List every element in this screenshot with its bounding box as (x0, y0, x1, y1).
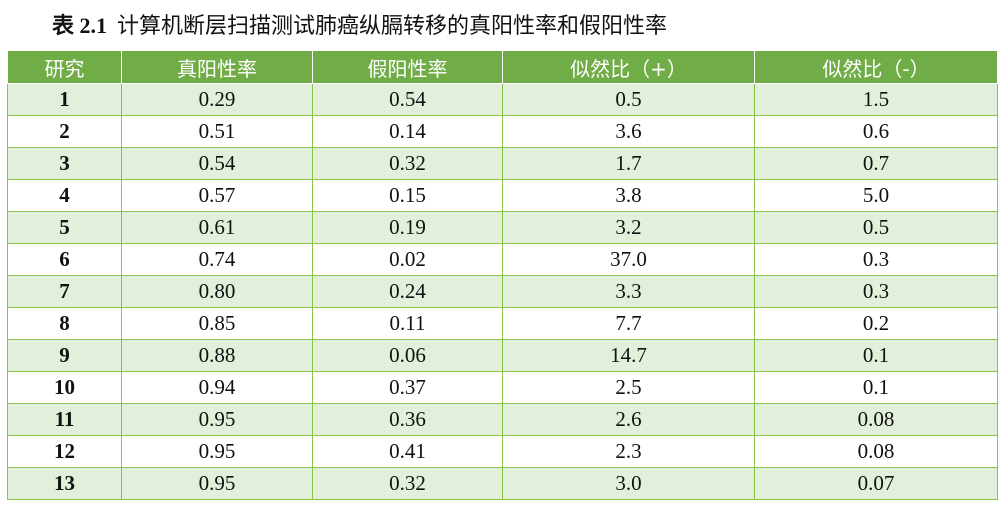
likelihood-ratio-positive-cell: 37.0 (502, 243, 755, 276)
data-table-container: 研究 真阳性率 假阳性率 似然比（+） 似然比（-） 1 0.29 0.54 0.5 1… (7, 50, 998, 500)
study-cell: 10 (7, 371, 122, 404)
table-title: 计算机断层扫描测试肺癌纵膈转移的真阳性率和假阳性率 (117, 14, 668, 39)
likelihood-ratio-positive-cell: 3.3 (502, 275, 755, 308)
likelihood-ratio-positive-cell: 3.6 (502, 115, 755, 148)
false-positive-rate-cell: 0.41 (312, 435, 503, 468)
false-positive-rate-cell: 0.02 (312, 243, 503, 276)
true-positive-rate-cell: 0.95 (121, 435, 313, 468)
true-positive-rate-cell: 0.80 (121, 275, 313, 308)
false-positive-rate-cell: 0.15 (312, 179, 503, 212)
true-positive-rate-cell: 0.74 (121, 243, 313, 276)
likelihood-ratio-negative-cell: 0.3 (754, 243, 998, 276)
true-positive-rate-cell: 0.51 (121, 115, 313, 148)
table-row: 10 0.94 0.37 2.5 0.1 (7, 371, 998, 404)
table-row: 6 0.74 0.02 37.0 0.3 (7, 243, 998, 276)
table-row: 11 0.95 0.36 2.6 0.08 (7, 403, 998, 436)
table-caption: 表 2.1 计算机断层扫描测试肺癌纵膈转移的真阳性率和假阳性率 (52, 8, 667, 40)
likelihood-ratio-positive-cell: 3.8 (502, 179, 755, 212)
true-positive-rate-cell: 0.94 (121, 371, 313, 404)
likelihood-ratio-negative-cell: 0.7 (754, 147, 998, 180)
table-row: 4 0.57 0.15 3.8 5.0 (7, 179, 998, 212)
study-cell: 2 (7, 115, 122, 148)
likelihood-ratio-negative-cell: 0.07 (754, 467, 998, 500)
false-positive-rate-cell: 0.24 (312, 275, 503, 308)
table-row: 1 0.29 0.54 0.5 1.5 (7, 83, 998, 116)
study-cell: 1 (7, 83, 122, 116)
table-row: 7 0.80 0.24 3.3 0.3 (7, 275, 998, 308)
likelihood-ratio-positive-cell: 14.7 (502, 339, 755, 372)
true-positive-rate-cell: 0.61 (121, 211, 313, 244)
false-positive-rate-cell: 0.06 (312, 339, 503, 372)
table-row: 2 0.51 0.14 3.6 0.6 (7, 115, 998, 148)
likelihood-ratio-negative-cell: 0.3 (754, 275, 998, 308)
likelihood-ratio-negative-cell: 0.08 (754, 403, 998, 436)
false-positive-rate-cell: 0.32 (312, 147, 503, 180)
likelihood-ratio-negative-cell: 0.1 (754, 339, 998, 372)
true-positive-rate-cell: 0.88 (121, 339, 313, 372)
study-cell: 9 (7, 339, 122, 372)
likelihood-ratio-positive-cell: 2.5 (502, 371, 755, 404)
likelihood-ratio-negative-cell: 0.2 (754, 307, 998, 340)
likelihood-ratio-positive-cell: 7.7 (502, 307, 755, 340)
false-positive-rate-cell: 0.11 (312, 307, 503, 340)
table-row: 13 0.95 0.32 3.0 0.07 (7, 467, 998, 500)
true-positive-rate-cell: 0.95 (121, 467, 313, 500)
likelihood-ratio-positive-cell: 0.5 (502, 83, 755, 116)
data-table: 研究 真阳性率 假阳性率 似然比（+） 似然比（-） 1 0.29 0.54 0.5 1… (7, 50, 998, 500)
likelihood-ratio-positive-cell: 2.6 (502, 403, 755, 436)
true-positive-rate-cell: 0.57 (121, 179, 313, 212)
false-positive-rate-cell: 0.36 (312, 403, 503, 436)
table-row: 12 0.95 0.41 2.3 0.08 (7, 435, 998, 468)
false-positive-rate-cell: 0.54 (312, 83, 503, 116)
false-positive-rate-cell: 0.37 (312, 371, 503, 404)
study-cell: 3 (7, 147, 122, 180)
study-cell: 5 (7, 211, 122, 244)
study-cell: 11 (7, 403, 122, 436)
table-body: 1 0.29 0.54 0.5 1.5 2 0.51 0.14 3.6 0.6 3 0.54 0.32 1… (7, 83, 998, 500)
column-header-study: 研究 (7, 50, 122, 84)
header-row: 研究 真阳性率 假阳性率 似然比（+） 似然比（-） (7, 50, 998, 84)
likelihood-ratio-negative-cell: 0.08 (754, 435, 998, 468)
table-row: 5 0.61 0.19 3.2 0.5 (7, 211, 998, 244)
study-cell: 12 (7, 435, 122, 468)
false-positive-rate-cell: 0.14 (312, 115, 503, 148)
study-cell: 6 (7, 243, 122, 276)
table-row: 3 0.54 0.32 1.7 0.7 (7, 147, 998, 180)
study-cell: 7 (7, 275, 122, 308)
table-row: 8 0.85 0.11 7.7 0.2 (7, 307, 998, 340)
false-positive-rate-cell: 0.32 (312, 467, 503, 500)
likelihood-ratio-positive-cell: 3.0 (502, 467, 755, 500)
likelihood-ratio-negative-cell: 5.0 (754, 179, 998, 212)
study-cell: 4 (7, 179, 122, 212)
column-header-true-positive-rate: 真阳性率 (121, 50, 313, 84)
likelihood-ratio-negative-cell: 1.5 (754, 83, 998, 116)
column-header-likelihood-ratio-positive: 似然比（+） (502, 50, 755, 84)
column-header-false-positive-rate: 假阳性率 (312, 50, 503, 84)
likelihood-ratio-positive-cell: 2.3 (502, 435, 755, 468)
likelihood-ratio-negative-cell: 0.1 (754, 371, 998, 404)
study-cell: 13 (7, 467, 122, 500)
table-number: 表 2.1 (52, 13, 108, 38)
likelihood-ratio-negative-cell: 0.5 (754, 211, 998, 244)
false-positive-rate-cell: 0.19 (312, 211, 503, 244)
likelihood-ratio-positive-cell: 1.7 (502, 147, 755, 180)
true-positive-rate-cell: 0.54 (121, 147, 313, 180)
study-cell: 8 (7, 307, 122, 340)
column-header-likelihood-ratio-negative: 似然比（-） (754, 50, 998, 84)
true-positive-rate-cell: 0.85 (121, 307, 313, 340)
true-positive-rate-cell: 0.95 (121, 403, 313, 436)
table-row: 9 0.88 0.06 14.7 0.1 (7, 339, 998, 372)
likelihood-ratio-negative-cell: 0.6 (754, 115, 998, 148)
likelihood-ratio-positive-cell: 3.2 (502, 211, 755, 244)
true-positive-rate-cell: 0.29 (121, 83, 313, 116)
